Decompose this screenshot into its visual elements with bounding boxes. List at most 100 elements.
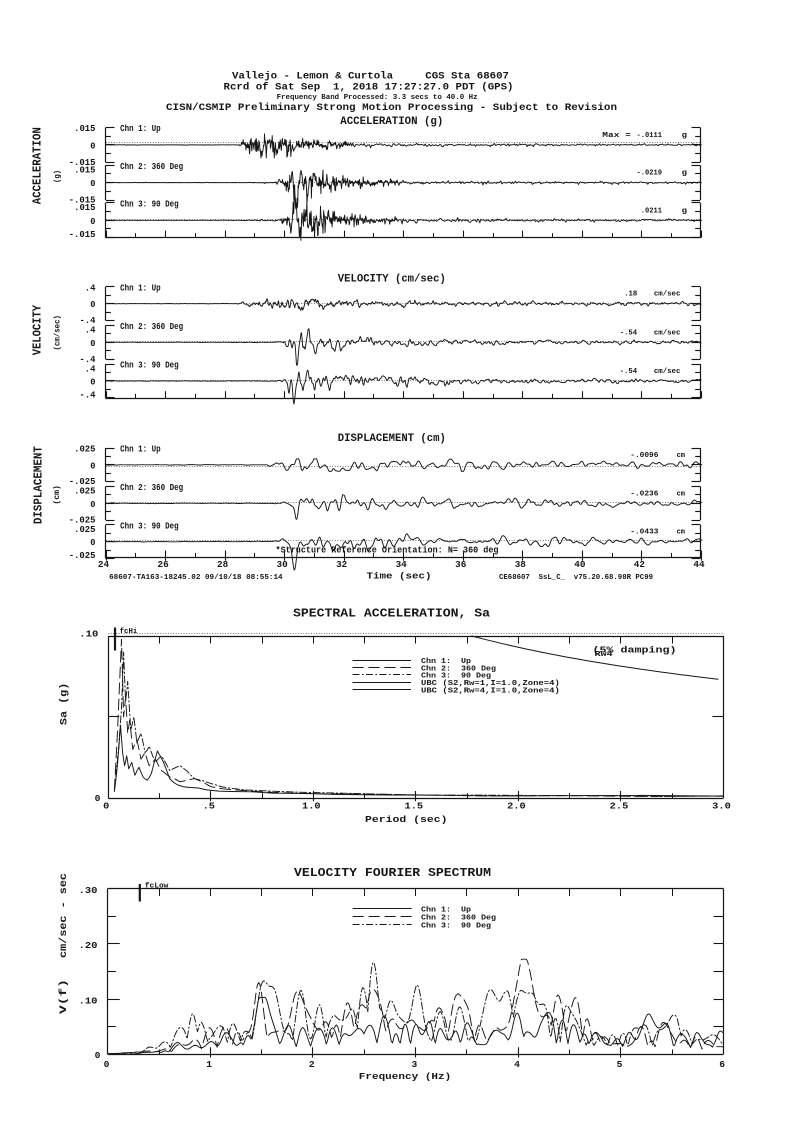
svg-text:.18: .18 [624,291,638,299]
svg-text:Period (sec): Period (sec) [365,814,448,825]
svg-text:-.015: -.015 [69,158,96,168]
svg-text:28: 28 [217,559,229,570]
svg-text:Chn 2: 360 Deg: Chn 2: 360 Deg [120,321,183,332]
svg-text:CISN/CSMIP Preliminary Strong: CISN/CSMIP Preliminary Strong Motion Pro… [166,102,617,114]
svg-text:.0211: .0211 [641,207,663,215]
svg-text:VELOCITY (cm/sec): VELOCITY (cm/sec) [338,273,446,285]
svg-text:1.0: 1.0 [302,800,321,811]
svg-text:.5: .5 [203,800,216,811]
svg-text:(cm/sec): (cm/sec) [54,315,63,351]
svg-text:cm: cm [677,490,686,498]
svg-text:Frequency Band Processed: 3.3: Frequency Band Processed: 3.3 secs to 40… [277,94,478,102]
svg-text:Chn 3: 90 Deg: Chn 3: 90 Deg [120,520,179,531]
svg-text:5: 5 [617,1059,623,1070]
svg-text:Chn 3: 90 Deg: Chn 3: 90 Deg [120,360,179,371]
svg-text:*Structure Reference Orientati: *Structure Reference Orientation: N= 360… [276,546,499,556]
svg-text:30: 30 [277,559,289,570]
svg-text:Chn 2: 360 Deg: Chn 2: 360 Deg [421,665,497,673]
svg-text:-.025: -.025 [69,551,96,561]
svg-text:-.4: -.4 [80,316,97,326]
svg-text:g: g [682,207,688,215]
svg-text:0: 0 [103,800,110,811]
svg-text:.025: .025 [74,445,95,455]
svg-text:Chn 3: 90 Deg: Chn 3: 90 Deg [421,673,492,681]
svg-text:(g): (g) [54,170,63,183]
svg-text:0: 0 [95,793,101,804]
svg-text:-.0096: -.0096 [630,452,659,460]
svg-text:2: 2 [309,1059,315,1070]
svg-text:.025: .025 [74,487,95,497]
svg-text:24: 24 [98,559,110,570]
svg-text:V(f): V(f) [58,979,70,1014]
svg-text:cm/sec - sec: cm/sec - sec [58,873,70,958]
svg-text:6: 6 [719,1059,725,1070]
svg-text:-.015: -.015 [69,196,96,206]
svg-text:3.0: 3.0 [712,800,731,811]
svg-text:1: 1 [206,1059,212,1070]
svg-text:cm/sec: cm/sec [654,291,681,299]
svg-text:ACCELERATION (g): ACCELERATION (g) [340,116,443,128]
svg-text:Chn 1: Up: Chn 1: Up [421,906,472,914]
svg-text:0: 0 [90,461,95,471]
svg-text:3: 3 [412,1059,418,1070]
svg-text:g: g [682,170,688,178]
svg-text:68607-TA163-18245.02 09/10/18: 68607-TA163-18245.02 09/10/18 08:55:14 [109,574,283,582]
svg-text:-.025: -.025 [69,516,96,526]
svg-text:.4: .4 [85,364,96,374]
svg-text:-.0433: -.0433 [630,529,659,537]
svg-text:.015: .015 [74,165,95,175]
svg-text:Chn 3: 90 Deg: Chn 3: 90 Deg [421,923,492,931]
svg-text:cm: cm [677,452,686,460]
svg-text:cm/sec: cm/sec [654,368,681,376]
svg-text:DISPLACEMENT: DISPLACEMENT [32,446,46,524]
svg-text:.4: .4 [85,326,96,336]
svg-text:DISPLACEMENT (cm): DISPLACEMENT (cm) [338,433,446,445]
svg-text:44: 44 [693,559,705,570]
svg-text:-.54: -.54 [620,329,638,337]
svg-text:CE68607 SsL_C_ v75.20.68.98R: CE68607 SsL_C_ v75.20.68.98R PC99 [499,574,653,582]
svg-text:VELOCITY FOURIER SPECTRUM: VELOCITY FOURIER SPECTRUM [294,866,491,880]
svg-text:.015: .015 [74,203,95,213]
svg-text:0: 0 [90,538,95,548]
svg-text:ACCELERATION: ACCELERATION [31,127,45,204]
svg-text:Chn 3: 90 Deg: Chn 3: 90 Deg [120,199,179,210]
svg-text:2.5: 2.5 [610,800,629,811]
svg-text:Chn 1: Up: Chn 1: Up [120,282,161,293]
svg-text:Frequency (Hz): Frequency (Hz) [359,1071,452,1082]
svg-text:Chn 1: Up: Chn 1: Up [120,123,161,134]
svg-text:cm/sec: cm/sec [654,329,681,337]
svg-text:VELOCITY: VELOCITY [31,304,45,355]
svg-text:Chn 2: 360 Deg: Chn 2: 360 Deg [120,482,183,493]
svg-text:(5% damping): (5% damping) [593,644,677,655]
svg-text:.025: .025 [74,525,95,535]
svg-text:0: 0 [90,179,95,189]
svg-text:1.5: 1.5 [405,800,424,811]
svg-text:.20: .20 [79,940,98,951]
svg-text:Chn 2: 360 Deg: Chn 2: 360 Deg [421,914,497,922]
svg-text:fcHi: fcHi [120,628,138,636]
svg-text:0: 0 [90,141,95,151]
svg-text:-.54: -.54 [620,368,638,376]
svg-text:0: 0 [90,500,95,510]
svg-text:UBC (S2,Rw=1,I=1.0,Zone=4): UBC (S2,Rw=1,I=1.0,Zone=4) [421,680,560,688]
svg-text:-.025: -.025 [69,477,96,487]
svg-text:0: 0 [90,378,95,388]
svg-text:SPECTRAL ACCELERATION, Sa: SPECTRAL ACCELERATION, Sa [293,607,490,621]
svg-text:Chn 1: Up: Chn 1: Up [421,658,472,666]
svg-text:0: 0 [90,339,95,349]
svg-text:UBC (S2,Rw=4,I=1.0,Zone=4): UBC (S2,Rw=4,I=1.0,Zone=4) [421,688,560,696]
svg-text:32: 32 [336,559,348,570]
svg-text:Max =: Max = [602,132,631,140]
svg-text:Time (sec): Time (sec) [367,571,432,582]
svg-text:-.0219: -.0219 [637,170,663,178]
svg-text:-.0236: -.0236 [630,490,659,498]
svg-text:0: 0 [90,217,95,227]
svg-text:2.0: 2.0 [507,800,526,811]
svg-text:-.4: -.4 [80,355,97,365]
svg-text:.10: .10 [79,629,98,640]
svg-text:cm: cm [677,529,686,537]
svg-text:Sa (g): Sa (g) [59,683,71,725]
svg-text:Chn 1: Up: Chn 1: Up [120,444,161,455]
svg-text:-.0111: -.0111 [637,132,663,140]
svg-text:fcLow: fcLow [145,882,169,890]
